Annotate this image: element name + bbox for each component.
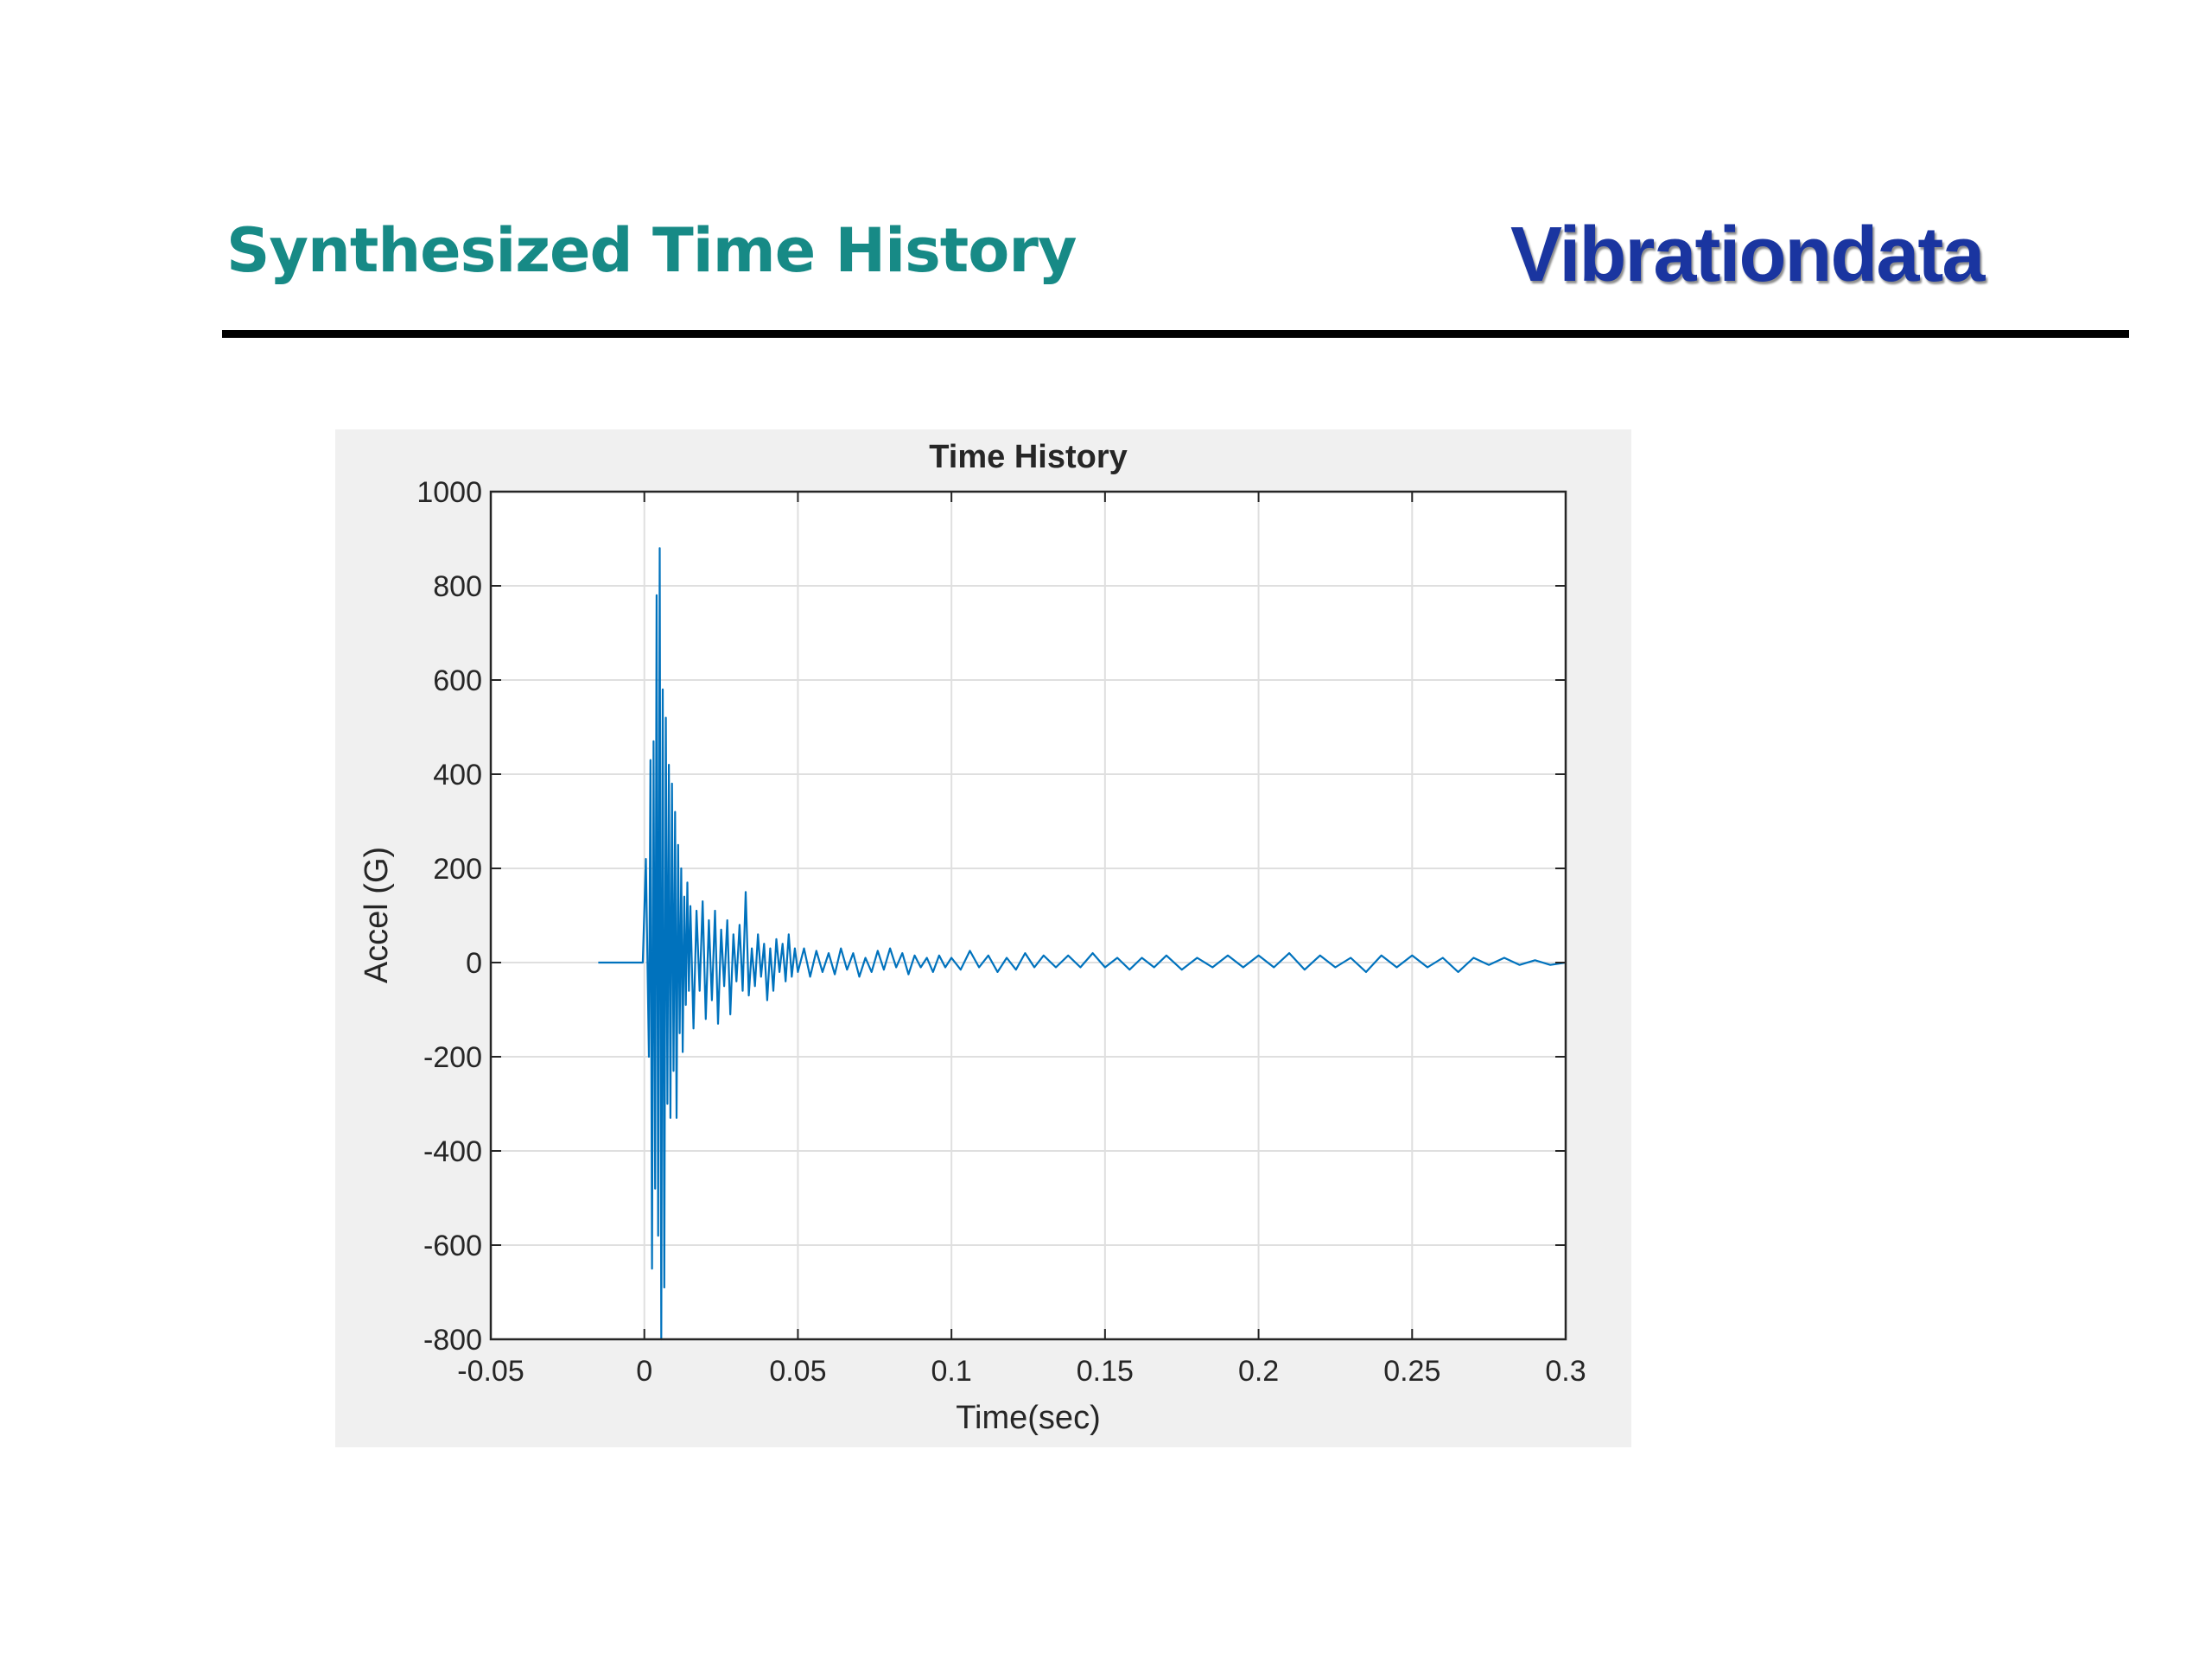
y-tick-label: 600 — [433, 664, 482, 697]
series-layer — [598, 547, 1567, 1341]
y-tick-label: -800 — [423, 1324, 482, 1357]
x-tick-label: -0.05 — [457, 1355, 524, 1388]
page-title: Synthesized Time History — [226, 215, 1077, 286]
y-tick-label: 1000 — [416, 476, 482, 509]
axes-layer: -0.05 0 0.05 0.1 0.15 0.2 0.25 0.3 -800 -600 -400 -… — [416, 476, 1586, 1388]
plot-frame — [489, 490, 1567, 1341]
x-axis-label: Time(sec) — [956, 1400, 1100, 1436]
y-tick-label: -400 — [423, 1135, 482, 1168]
vibrationdata-logo: Vibrationdata — [1510, 212, 1985, 298]
x-tick-label: 0 — [636, 1355, 652, 1388]
x-tick-label: 0.1 — [931, 1355, 972, 1388]
x-tick-label: 0.3 — [1545, 1355, 1586, 1388]
figure-panel: -0.05 0 0.05 0.1 0.15 0.2 0.25 0.3 -800 -600 -400 -… — [335, 429, 1631, 1447]
y-tick-label: 200 — [433, 853, 482, 886]
y-axis-label: Accel (G) — [359, 847, 395, 983]
series-line — [598, 547, 1567, 1341]
y-tick-label: 400 — [433, 759, 482, 791]
chart-title: Time History — [929, 439, 1127, 475]
x-tick-label: 0.2 — [1238, 1355, 1279, 1388]
y-tick-label: 800 — [433, 570, 482, 603]
x-tick-label: 0.15 — [1077, 1355, 1134, 1388]
y-tick-label: -200 — [423, 1041, 482, 1074]
x-tick-label: 0.05 — [769, 1355, 826, 1388]
x-tick-label: 0.25 — [1383, 1355, 1440, 1388]
y-tick-label: -600 — [423, 1230, 482, 1262]
y-tick-label: 0 — [466, 947, 482, 980]
title-divider — [222, 330, 2129, 338]
time-history-chart: -0.05 0 0.05 0.1 0.15 0.2 0.25 0.3 -800 -600 -400 -… — [359, 439, 1586, 1436]
